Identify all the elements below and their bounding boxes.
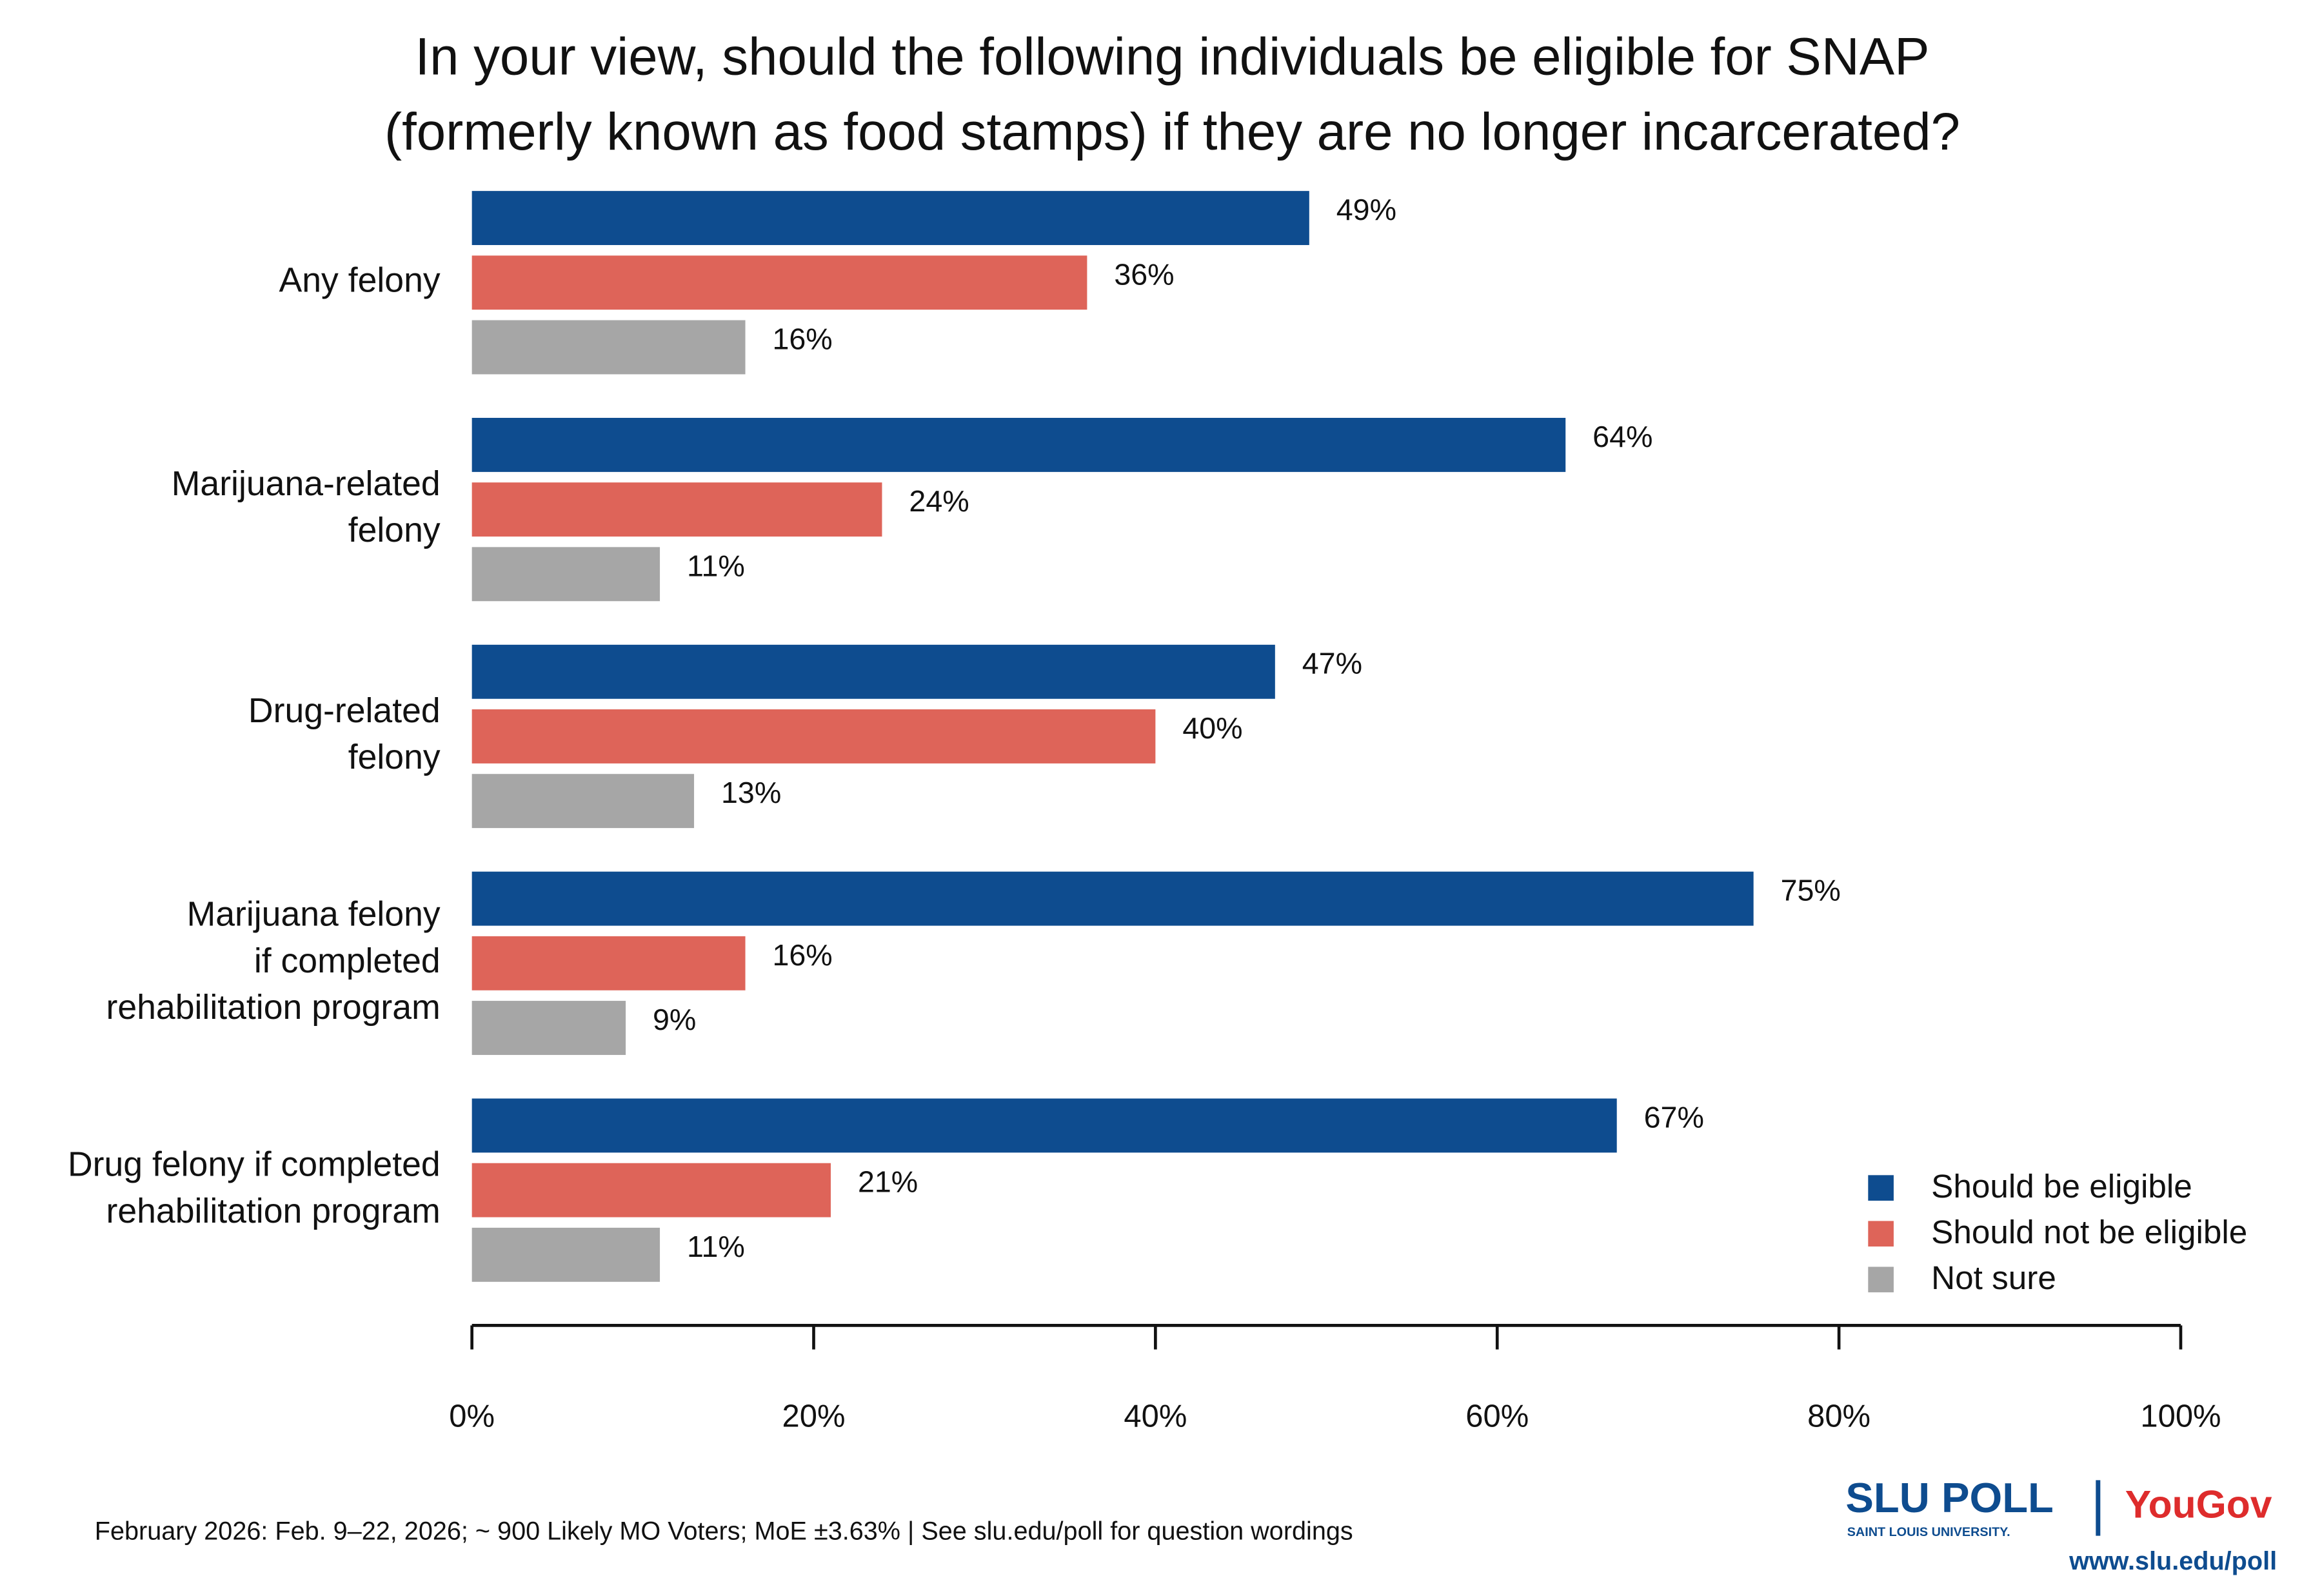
logo: SLU POLL bbox=[1845, 1474, 2054, 1521]
bar bbox=[471, 1098, 1617, 1153]
bar bbox=[471, 871, 1754, 926]
data-label: 11% bbox=[687, 1230, 745, 1263]
legend-swatch bbox=[1868, 1221, 1894, 1247]
data-label: 40% bbox=[1182, 711, 1242, 745]
data-label: 24% bbox=[909, 484, 969, 518]
data-label: 21% bbox=[858, 1165, 918, 1199]
bar bbox=[471, 482, 882, 537]
legend-label: Not sure bbox=[1931, 1259, 2056, 1296]
legend-swatch bbox=[1868, 1175, 1894, 1201]
data-label: 75% bbox=[1781, 874, 1841, 907]
data-label: 47% bbox=[1302, 647, 1362, 680]
category-label: Drug felony if completed rehabilitation p… bbox=[68, 1145, 441, 1230]
bar bbox=[471, 644, 1275, 699]
data-label: 36% bbox=[1114, 257, 1174, 291]
bar bbox=[471, 547, 660, 602]
data-label: 16% bbox=[772, 322, 832, 355]
bar bbox=[471, 1001, 626, 1055]
data-label: 67% bbox=[1644, 1100, 1704, 1134]
bar bbox=[471, 417, 1566, 472]
legend-swatch bbox=[1868, 1266, 1894, 1293]
data-label: 49% bbox=[1336, 193, 1396, 226]
bar bbox=[471, 255, 1087, 310]
footnote: February 2026: Feb. 9–22, 2026; ~ 900 Li… bbox=[95, 1517, 1353, 1545]
category-label: Any felony bbox=[279, 261, 441, 299]
data-label: 64% bbox=[1593, 420, 1652, 453]
partner-logo: YouGov bbox=[2125, 1482, 2272, 1526]
legend-label: Should not be eligible bbox=[1931, 1214, 2247, 1250]
category-label: Marijuana felony if completed rehabilitati… bbox=[106, 895, 441, 1027]
data-label: 11% bbox=[687, 549, 745, 582]
data-label: 9% bbox=[653, 1003, 696, 1036]
x-tick-label: 60% bbox=[1465, 1399, 1529, 1434]
chart-title: In your view, should the following indiv… bbox=[384, 27, 1960, 161]
x-tick-label: 80% bbox=[1807, 1399, 1870, 1434]
data-label: 16% bbox=[772, 938, 832, 972]
bar bbox=[471, 774, 695, 829]
bar bbox=[471, 1163, 831, 1217]
bar bbox=[471, 936, 746, 990]
bar bbox=[471, 1227, 660, 1282]
bar bbox=[471, 320, 746, 375]
bar bbox=[471, 709, 1156, 764]
category-label: Marijuana-related felony bbox=[172, 464, 441, 549]
bar bbox=[471, 191, 1309, 246]
category-label: Drug-related felony bbox=[248, 691, 441, 776]
x-tick-label: 0% bbox=[449, 1399, 495, 1434]
x-tick-label: 20% bbox=[782, 1399, 846, 1434]
logo-subtitle: SAINT LOUIS UNIVERSITY. bbox=[1847, 1525, 2010, 1539]
data-label: 13% bbox=[721, 776, 781, 809]
url: www.slu.edu/poll bbox=[2069, 1547, 2277, 1575]
x-tick-label: 100% bbox=[2140, 1399, 2221, 1434]
x-tick-label: 40% bbox=[1124, 1399, 1187, 1434]
legend-label: Should be eligible bbox=[1931, 1168, 2192, 1205]
